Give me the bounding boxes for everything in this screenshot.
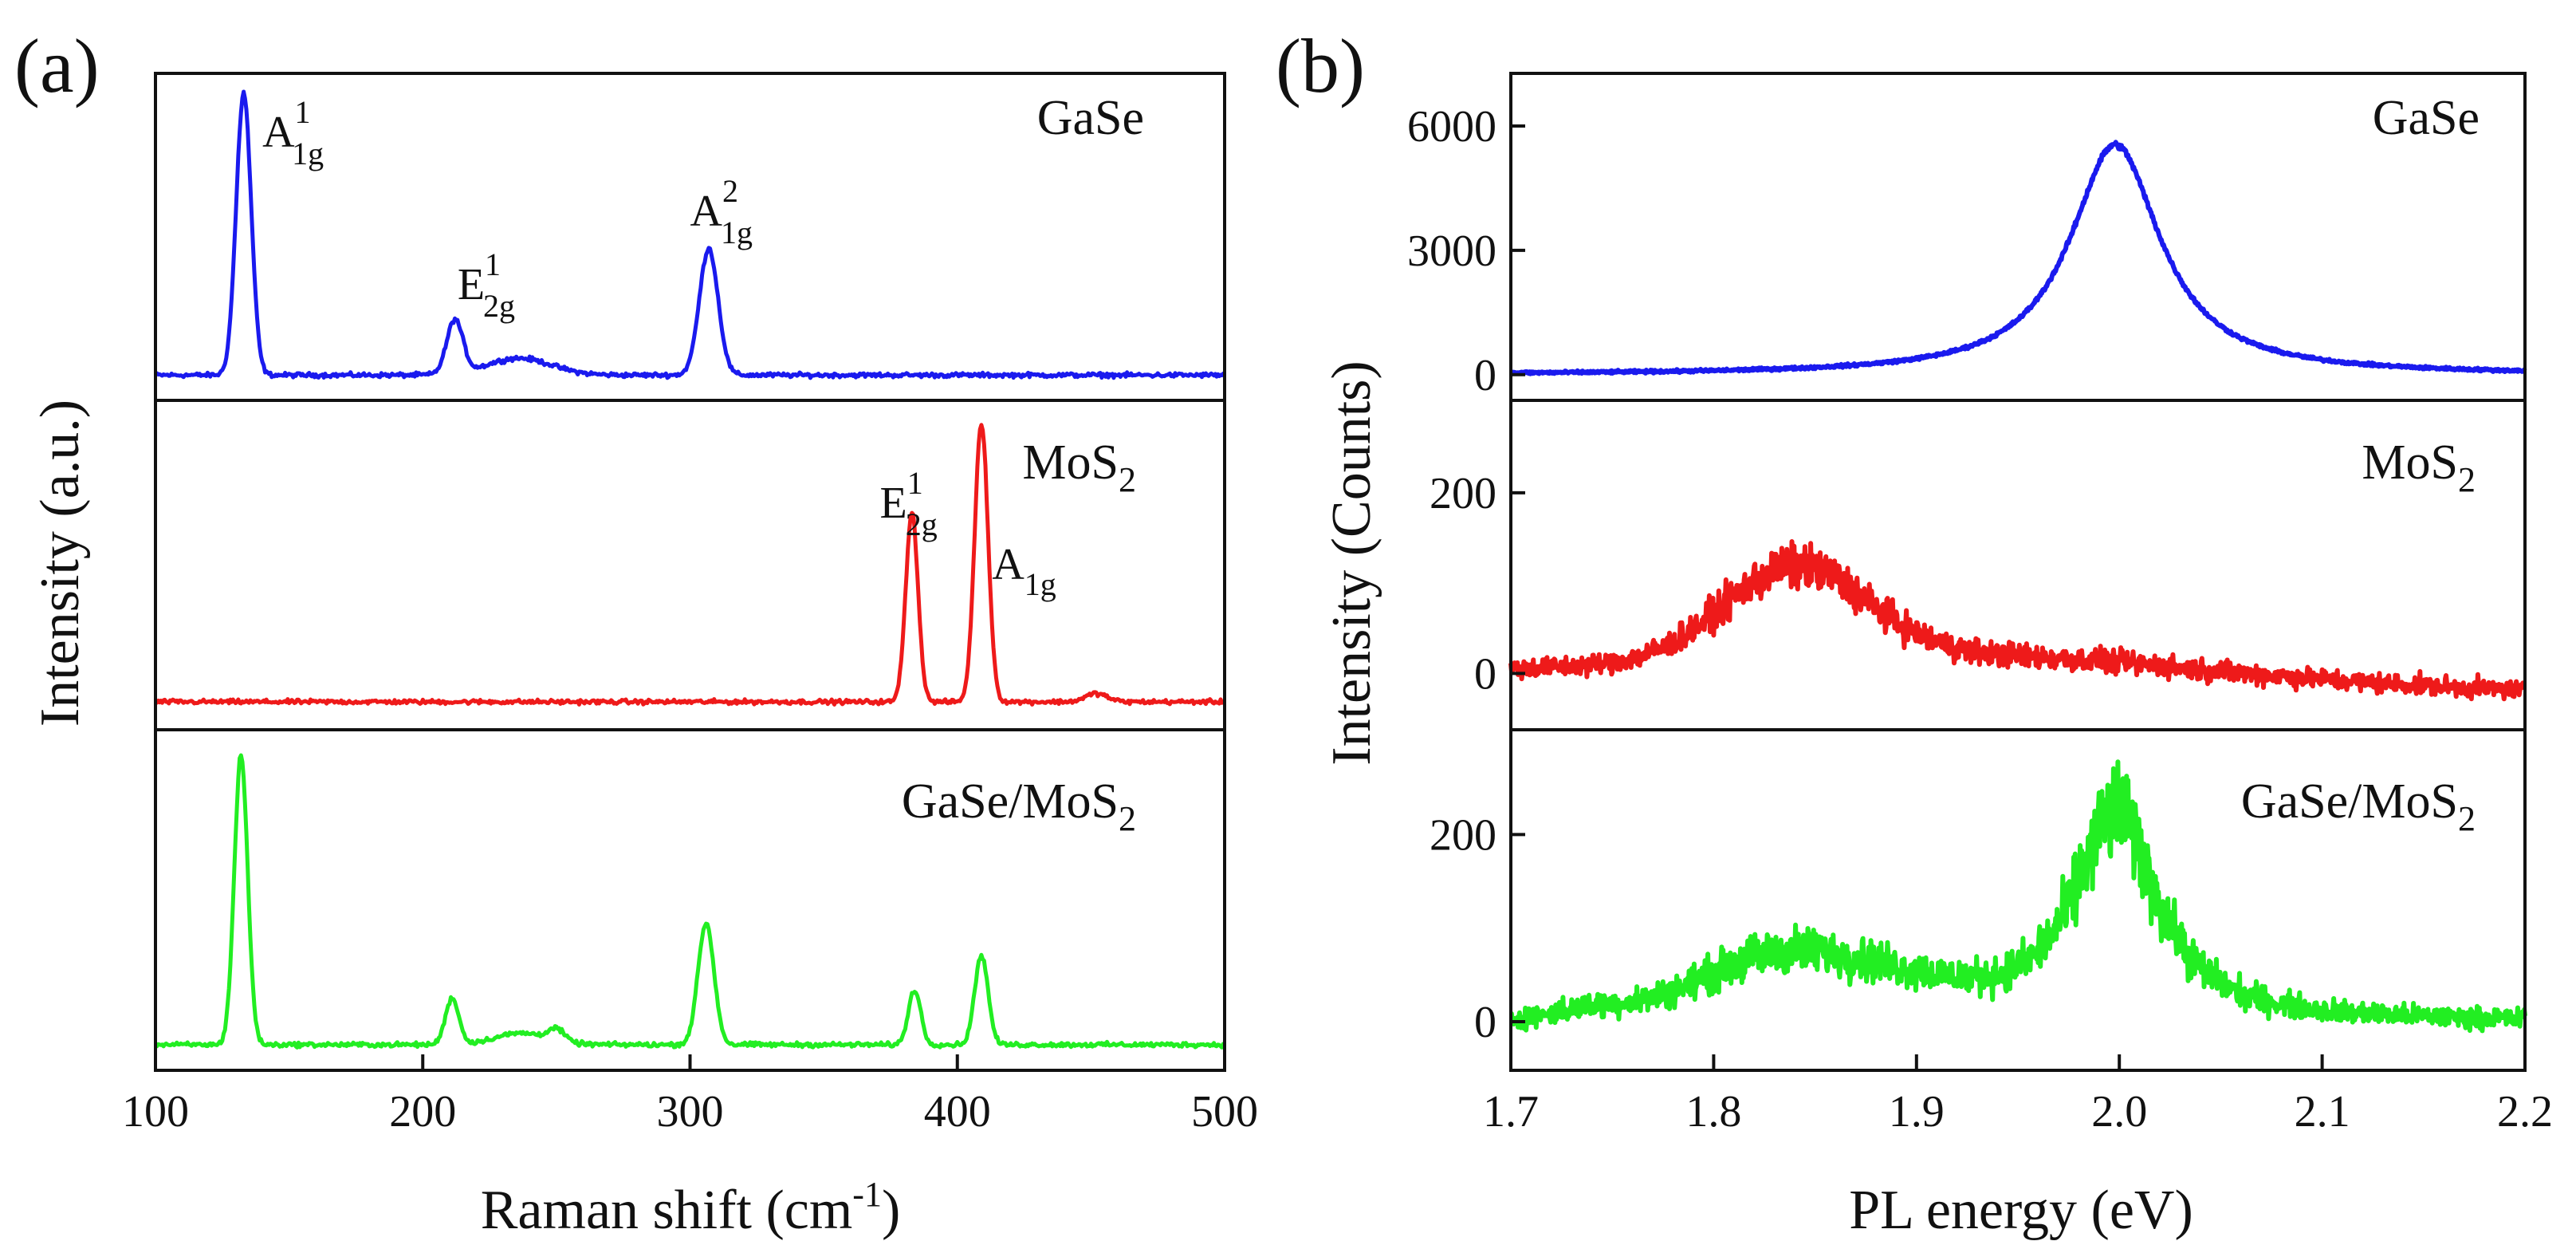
a-xtick-label-4: 500 bbox=[1191, 1087, 1258, 1137]
a-xtick-label-1: 200 bbox=[389, 1087, 456, 1137]
peak-label-0-1: E1 2g bbox=[458, 246, 515, 324]
panel-b-title-heterostructure: GaSe/MoS2 bbox=[2241, 774, 2476, 838]
b-xtick-label-4: 2.1 bbox=[2295, 1087, 2350, 1137]
panel-b-yaxis: 0 3000 6000 0 200 0 200 bbox=[1407, 102, 1525, 1047]
a-xtick-label-2: 300 bbox=[657, 1087, 724, 1137]
b-xtick-label-1: 1.8 bbox=[1685, 1087, 1741, 1137]
b-series-1-line bbox=[1508, 539, 2527, 702]
panel-b-title-gase: GaSe bbox=[2373, 91, 2480, 145]
panel-b-ylabel: Intensity (Counts) bbox=[1321, 360, 1382, 765]
a-series-1-line bbox=[154, 423, 1226, 707]
a-xtick-label-3: 400 bbox=[924, 1087, 991, 1137]
panel-a-title-gase: GaSe bbox=[1037, 91, 1144, 145]
a-series-0-line bbox=[154, 89, 1226, 380]
b-xtick-label-0: 1.7 bbox=[1483, 1087, 1539, 1137]
b-series-2-line bbox=[1508, 759, 2527, 1034]
panel-a-ylabel: Intensity (a.u.) bbox=[29, 400, 91, 727]
b-xtick-label-5: 2.2 bbox=[2497, 1087, 2553, 1137]
peak-label-0-0: A1 1g bbox=[262, 94, 324, 171]
panel-a-annotations: A1 1g E1 2g A2 1g E1 2g A1g bbox=[262, 94, 1056, 602]
peak-label-1-1: A1g bbox=[992, 540, 1056, 602]
b-xtick-label-2: 1.9 bbox=[1889, 1087, 1945, 1137]
panel-a-curves bbox=[154, 89, 1226, 1050]
b-series-0-line bbox=[1508, 140, 2527, 376]
panel-a-title-heterostructure: GaSe/MoS2 bbox=[902, 774, 1136, 838]
panel-b-curves bbox=[1508, 140, 2527, 1034]
a-xtick-label-0: 100 bbox=[122, 1087, 189, 1137]
panel-b-label: (b) bbox=[1276, 23, 1365, 108]
b-xtick-label-3: 2.0 bbox=[2091, 1087, 2147, 1137]
panel-a-xaxis: 100 200 300 400 500 bbox=[122, 1054, 1258, 1137]
b-ytick-label-1-0: 0 bbox=[1474, 649, 1496, 699]
peak-label-0-2: A2 1g bbox=[690, 173, 753, 250]
panel-b-xlabel: PL energy (eV) bbox=[1849, 1180, 2193, 1241]
panel-b-frame bbox=[1509, 72, 2527, 1072]
panel-b-title-mos2: MoS2 bbox=[2362, 435, 2476, 499]
panel-a-title-mos2: MoS2 bbox=[1022, 435, 1136, 499]
b-ytick-label-0-0: 0 bbox=[1474, 351, 1496, 400]
a-series-2-line bbox=[155, 753, 1225, 1050]
panel-a-label: (a) bbox=[14, 23, 100, 108]
b-ytick-label-0-1: 3000 bbox=[1407, 227, 1496, 276]
panel-b-xaxis: 1.7 1.8 1.9 2.0 2.1 2.2 bbox=[1483, 1054, 2553, 1137]
panel-a: (a) Intensity (a.u.) Raman shift (cm-1) … bbox=[14, 23, 1258, 1241]
peak-label-1-0: E1 2g bbox=[880, 465, 938, 542]
panel-a-xlabel: Raman shift (cm-1) bbox=[481, 1175, 901, 1241]
b-ytick-label-1-1: 200 bbox=[1430, 469, 1496, 518]
panel-b: (b) Intensity (Counts) PL energy (eV) Ga… bbox=[1276, 23, 2553, 1241]
b-ytick-label-2-1: 200 bbox=[1430, 810, 1496, 860]
b-ytick-label-2-0: 0 bbox=[1474, 998, 1496, 1047]
b-ytick-label-0-2: 6000 bbox=[1407, 102, 1496, 152]
